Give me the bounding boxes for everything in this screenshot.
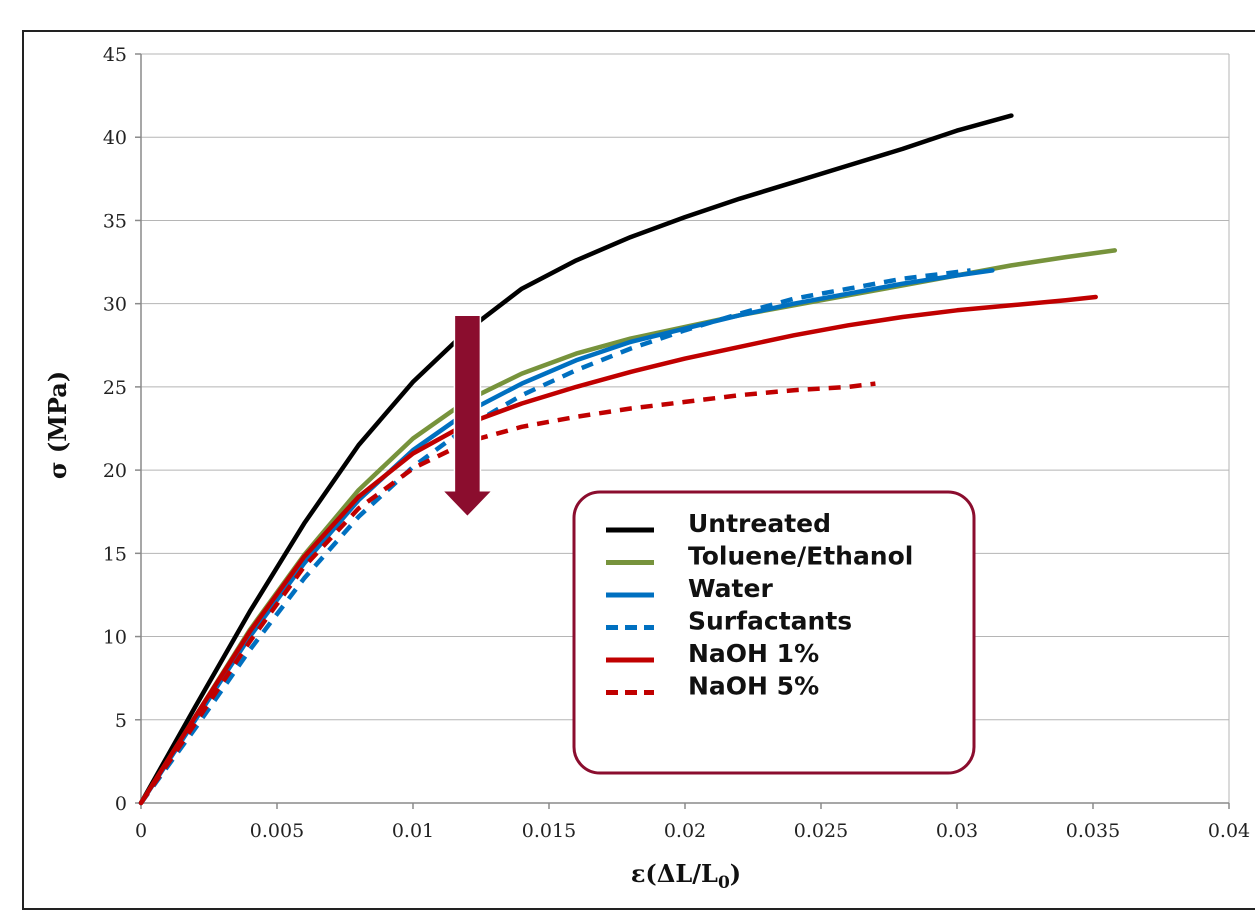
x-tick-label-1: 0.005 — [250, 820, 304, 842]
x-tick-label-7: 0.035 — [1066, 820, 1120, 842]
y-tick-label-1: 5 — [115, 710, 127, 732]
y-tick-label-8: 40 — [103, 127, 127, 149]
legend-label-surfactants: Surfactants — [688, 607, 852, 636]
y-tick-label-2: 10 — [103, 627, 127, 649]
x-tick-label-4: 0.02 — [664, 820, 706, 842]
series-line-surfactants — [139, 268, 971, 805]
y-tick-label-5: 25 — [103, 377, 127, 399]
y-tick-label-7: 35 — [103, 210, 127, 232]
x-tick-label-6: 0.03 — [936, 820, 978, 842]
x-tick-label-5: 0.025 — [794, 820, 848, 842]
legend-label-water: Water — [688, 574, 773, 603]
x-tick-labels: 0 0.005 0.01 0.015 0.02 0.025 0.03 0.035 0.04 — [135, 820, 1250, 842]
legend: Untreated Toluene/Ethanol Water Surfactants… — [572, 490, 976, 775]
downward-arrow-annotation — [440, 314, 495, 518]
series-line-naoh-5 — [139, 381, 876, 805]
arrow-shape — [440, 314, 495, 518]
series-line-water — [138, 268, 995, 806]
grid-lines — [141, 53, 1230, 803]
x-tick-label-3: 0.015 — [522, 820, 576, 842]
y-axis-label: σ (MPa) — [43, 371, 72, 479]
x-axis-label: ε(ΔL/L0) — [631, 859, 741, 893]
x-tick-label-2: 0.01 — [392, 820, 434, 842]
y-tick-label-4: 20 — [103, 460, 127, 482]
y-tick-label-0: 0 — [115, 793, 127, 815]
series-line-untreated — [138, 113, 1014, 806]
legend-label-naoh-1: NaOH 1% — [688, 639, 819, 668]
x-tick-label-8: 0.04 — [1208, 820, 1250, 842]
y-tick-label-9: 45 — [103, 44, 127, 66]
legend-label-toluene-ethanol: Toluene/Ethanol — [688, 542, 913, 571]
y-tick-label-6: 30 — [103, 294, 127, 316]
series-line-naoh-1 — [138, 294, 1098, 806]
series-lines — [138, 113, 1118, 806]
y-tick-labels: 0 5 10 15 20 25 30 35 40 45 — [103, 44, 127, 815]
x-tick-label-0: 0 — [135, 820, 147, 842]
legend-box — [572, 490, 976, 775]
y-tick-label-3: 15 — [103, 543, 127, 565]
legend-label-naoh-5: NaOH 5% — [688, 672, 819, 701]
legend-label-untreated: Untreated — [688, 509, 831, 538]
